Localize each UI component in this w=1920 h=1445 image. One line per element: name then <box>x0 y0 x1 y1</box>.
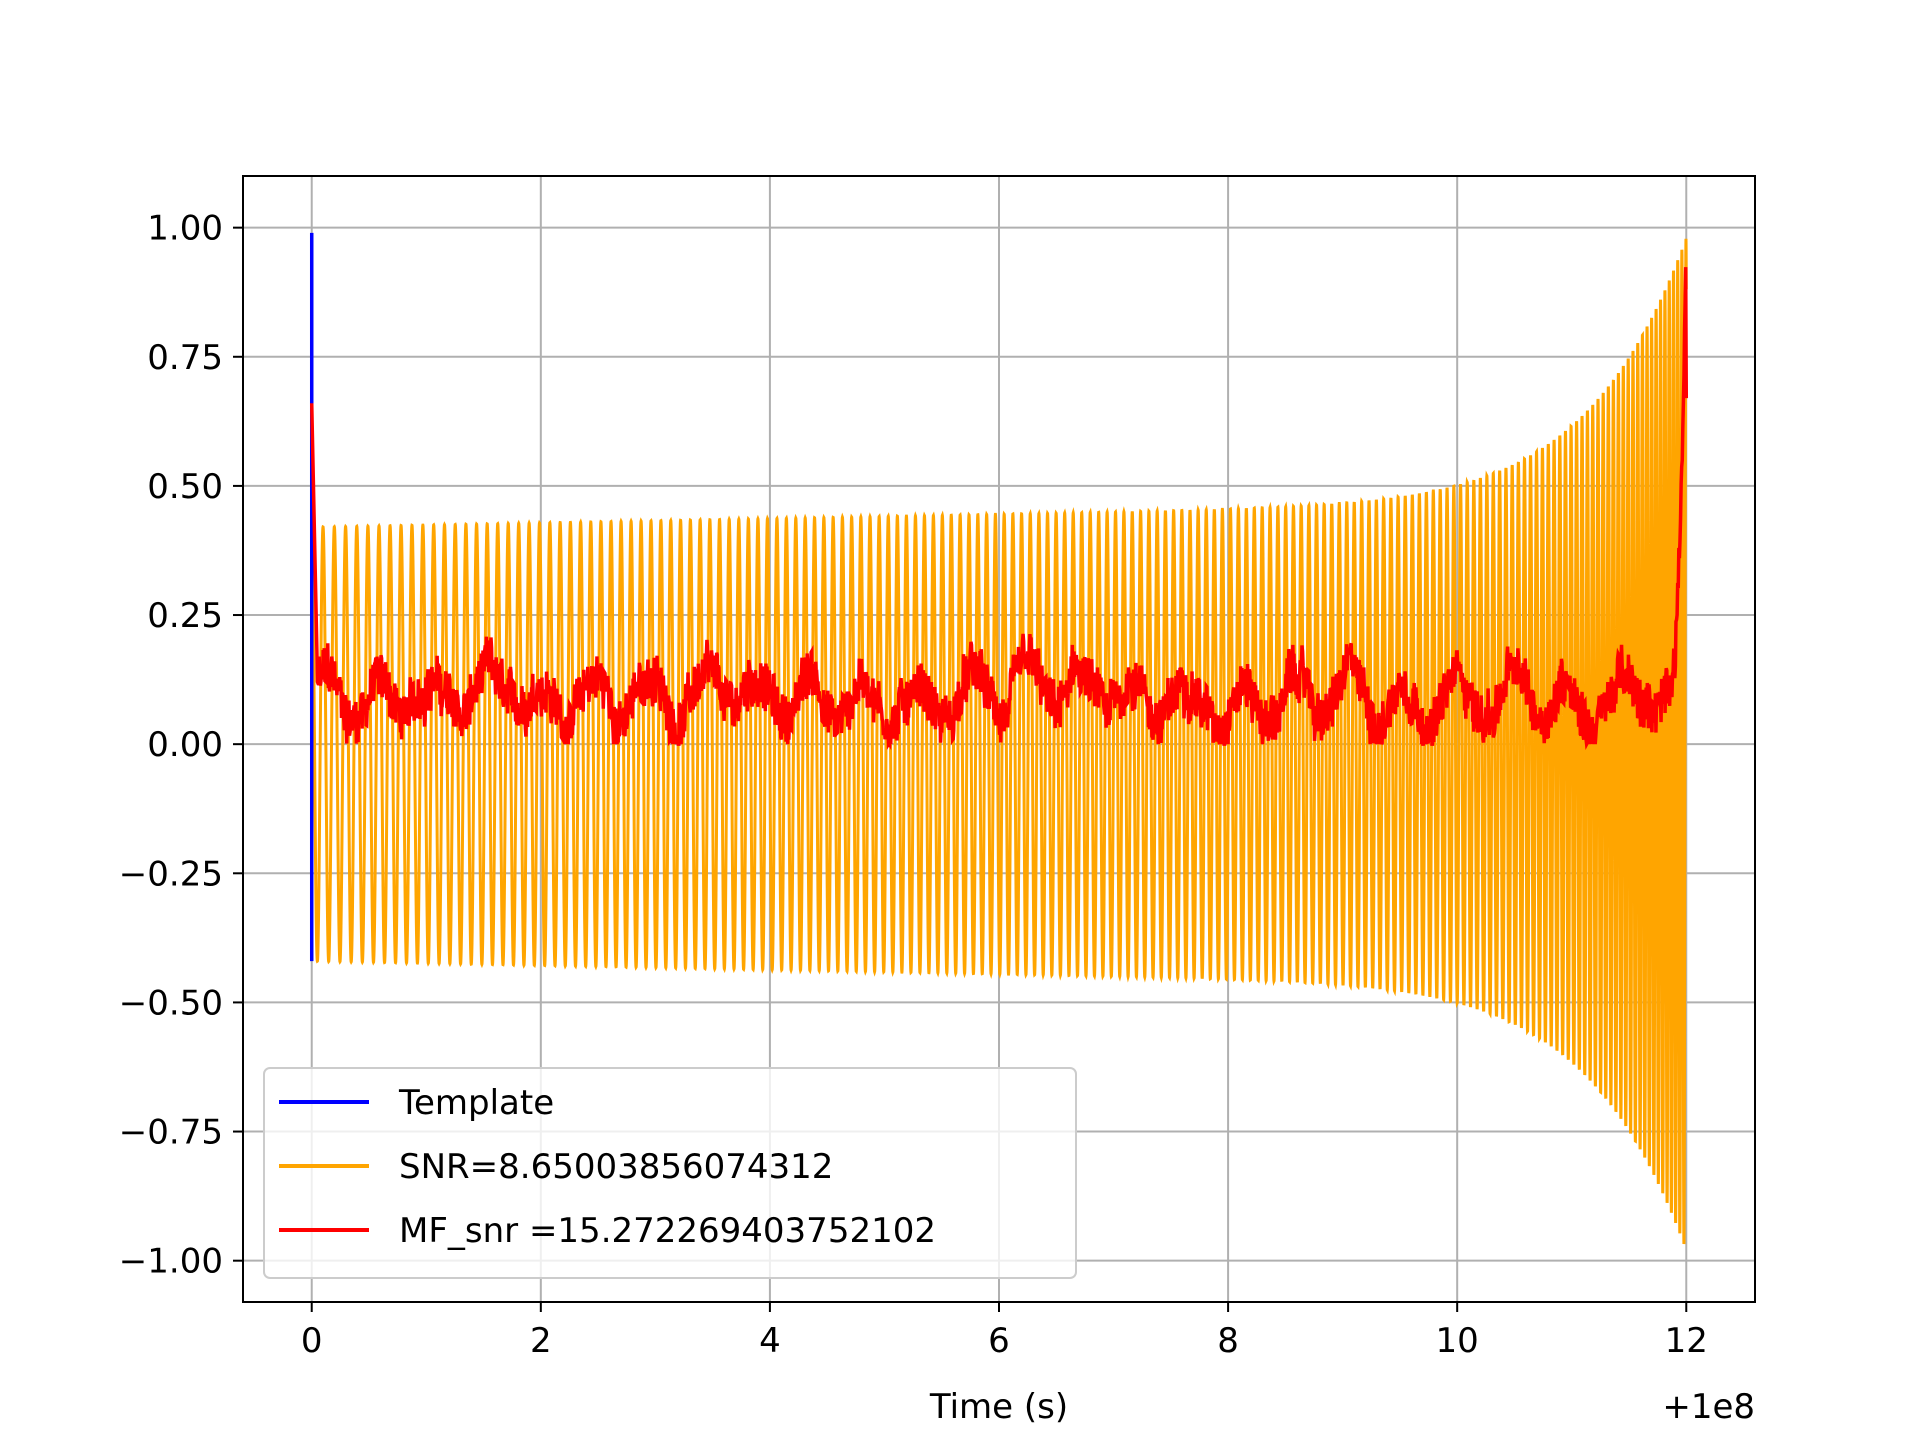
y-tick-label: 0.00 <box>147 725 223 765</box>
x-tick-label: 8 <box>1217 1321 1239 1361</box>
legend-label: SNR=8.65003856074312 <box>399 1147 833 1187</box>
legend: Template SNR=8.65003856074312 MF_snr =15.2… <box>263 1067 1077 1279</box>
mf-snr-series-line <box>309 267 1689 751</box>
y-tick-label: 1.00 <box>147 209 223 249</box>
legend-label: Template <box>398 1083 554 1123</box>
y-tick-label: 0.50 <box>147 467 223 507</box>
x-tick-label: 4 <box>759 1321 781 1361</box>
y-tick-label: −0.25 <box>119 854 223 894</box>
y-tick-label: −0.50 <box>119 983 223 1023</box>
legend-box <box>263 1067 1077 1279</box>
series-layer <box>309 232 1689 1245</box>
x-offset-label: +1e8 <box>1662 1387 1755 1427</box>
x-axis-label: Time (s) <box>929 1387 1068 1427</box>
x-tick-label: 10 <box>1436 1321 1479 1361</box>
y-tick-label: −1.00 <box>119 1242 223 1282</box>
y-tick-label: 0.25 <box>147 596 223 636</box>
x-tick-label: 2 <box>530 1321 552 1361</box>
tick-layer: 0 2 4 6 8 10 12 1.00 0.75 0.50 0.25 0.00 −0.25 −0.50 −… <box>119 209 1708 1361</box>
snr-series-line <box>310 238 1688 1245</box>
legend-label: MF_snr =15.272269403752102 <box>399 1211 936 1251</box>
x-tick-label: 6 <box>988 1321 1010 1361</box>
y-tick-label: −0.75 <box>119 1113 223 1153</box>
y-tick-label: 0.75 <box>147 338 223 378</box>
x-tick-label: 0 <box>301 1321 323 1361</box>
x-tick-label: 12 <box>1665 1321 1708 1361</box>
